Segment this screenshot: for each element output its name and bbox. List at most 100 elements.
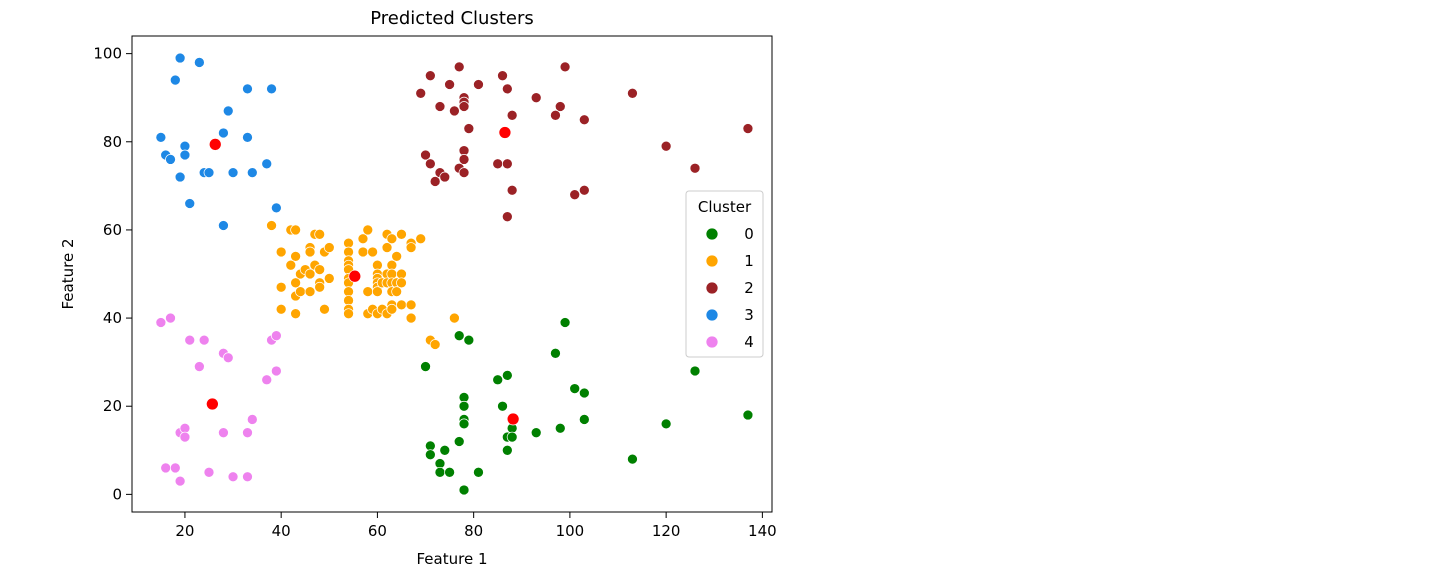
cluster-0-point [627, 453, 638, 465]
legend-title: Cluster [698, 198, 752, 216]
cluster-2-point [506, 184, 518, 196]
cluster-1-point [295, 286, 306, 297]
cluster-4-point [194, 361, 205, 372]
cluster-1-point [405, 299, 417, 311]
cluster-3-point [222, 105, 234, 117]
cluster-0-point [453, 436, 465, 447]
cluster-2-point [578, 184, 590, 196]
cluster-0-point [434, 466, 446, 478]
cluster-0-point [458, 484, 470, 496]
cluster-3-point [203, 167, 215, 178]
cluster-0-point [742, 409, 754, 421]
x-tick-label: 100 [556, 522, 585, 540]
cluster-0-point [550, 347, 561, 359]
cluster-2-point [434, 101, 446, 112]
cluster-0-point [444, 466, 455, 478]
cluster-0-point [424, 449, 436, 461]
cluster-2-point [550, 109, 561, 121]
cluster-3-point [218, 127, 229, 139]
cluster-3-point [155, 132, 167, 143]
cluster-1-point [396, 299, 407, 311]
cluster-0-point [578, 387, 590, 399]
cluster-1-point [396, 228, 407, 240]
cluster-1-point [343, 308, 354, 320]
cluster-0-point [689, 365, 701, 377]
x-tick-label: 80 [464, 522, 483, 540]
cluster-2-point [439, 171, 451, 183]
cluster-3-point [246, 167, 258, 178]
cluster-4-point [242, 427, 253, 439]
cluster-3-point [194, 57, 205, 68]
cluster-1-point [357, 233, 369, 245]
centroid-points [206, 126, 520, 426]
cluster-1-point [314, 228, 326, 240]
cluster-1-point [357, 246, 369, 258]
legend-marker [705, 308, 719, 322]
x-tick-label: 40 [272, 522, 291, 540]
x-tick-label: 60 [368, 522, 387, 540]
legend-label: 0 [744, 225, 754, 243]
cluster-2-point [453, 61, 465, 73]
cluster-0-point [559, 317, 571, 328]
legend-marker [705, 281, 719, 295]
cluster-3-point [165, 154, 176, 165]
cluster-2-point [473, 79, 484, 90]
cluster-1-point [285, 259, 297, 271]
cluster-1-point [405, 242, 417, 253]
centroid-point [498, 126, 512, 139]
centroid-point [506, 412, 520, 426]
cluster-1-point [396, 277, 407, 289]
cluster-2-point [506, 109, 518, 121]
cluster-1-point [405, 312, 417, 324]
cluster-0-point [554, 422, 566, 434]
legend-marker [705, 335, 719, 349]
cluster-1-point [275, 246, 287, 258]
cluster-4-point [169, 462, 181, 474]
cluster-2-point [458, 154, 470, 165]
cluster-2-point [742, 123, 754, 134]
legend-box [685, 190, 764, 358]
cluster-0-point [473, 466, 484, 478]
cluster-1-point [314, 281, 326, 293]
cluster-1-point [362, 286, 374, 297]
cluster-0-point [578, 414, 590, 425]
cluster-1-point [290, 308, 301, 320]
cluster-2-point [429, 176, 441, 187]
y-tick-label: 60 [103, 221, 122, 239]
cluster-4-point [261, 374, 273, 386]
cluster-1-point [290, 224, 301, 236]
cluster-2-point [559, 61, 571, 73]
cluster-2-point [627, 87, 638, 99]
legend-label: 2 [744, 279, 754, 297]
cluster-0-point [497, 400, 508, 412]
cluster-4-point [160, 462, 172, 474]
cluster-0-point [530, 427, 542, 439]
cluster-4-point [271, 330, 282, 342]
cluster-3-point [174, 52, 186, 64]
cluster-1-point [386, 233, 398, 245]
cluster-4-point [184, 334, 196, 346]
legend-label: 1 [744, 252, 754, 270]
cluster-1-point [386, 303, 398, 315]
cluster-1-point [304, 268, 316, 280]
cluster-2-point [501, 158, 513, 170]
cluster-3-point [227, 167, 239, 178]
cluster-2-point [578, 114, 590, 126]
cluster-2-point [463, 123, 475, 134]
cluster-0-point [492, 374, 504, 386]
cluster-1-point [290, 251, 301, 262]
cluster-2-point [458, 167, 470, 178]
cluster-1-point [266, 220, 277, 231]
cluster-4-point [271, 365, 282, 377]
legend: Cluster 0 1 2 3 4 [685, 190, 764, 358]
cluster-0-point [501, 444, 513, 456]
cluster-0-point [506, 431, 518, 443]
cluster-4-point [242, 471, 253, 483]
cluster-3-point [266, 83, 277, 95]
cluster-1-point [391, 286, 403, 297]
cluster-2-point [424, 158, 436, 170]
x-axis-label: Feature 1 [417, 550, 488, 568]
cluster-1-point [415, 233, 427, 245]
legend-label: 4 [744, 333, 754, 351]
cluster-3-point [242, 132, 253, 143]
